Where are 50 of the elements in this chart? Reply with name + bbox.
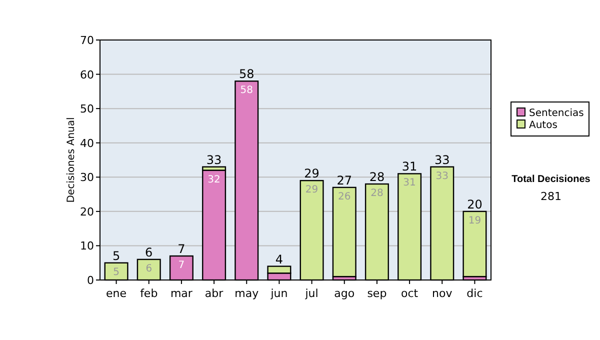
x-tick-label: dic (466, 287, 483, 300)
y-axis-title: Decisiones Anual (66, 117, 77, 203)
x-tick-label: ago (334, 287, 355, 300)
total-label: 5 (112, 248, 120, 263)
data-label: 19 (468, 215, 482, 226)
legend-label: Autos (529, 120, 558, 131)
y-tick-label: 60 (80, 68, 94, 82)
data-label: 31 (403, 178, 416, 189)
x-tick-label: jun (270, 287, 288, 300)
total-label: 6 (145, 245, 153, 260)
data-label: 29 (305, 184, 318, 196)
total-label: 29 (304, 166, 320, 181)
y-tick-label: 30 (80, 171, 94, 184)
data-label: 7 (178, 260, 185, 271)
x-tick-label: feb (140, 287, 158, 300)
x-tick-label: abr (204, 287, 224, 300)
x-tick-label: jul (304, 287, 318, 300)
total-label: 31 (402, 160, 418, 174)
data-label: 26 (338, 191, 351, 202)
total-label: 33 (206, 152, 222, 167)
total-label: 28 (369, 170, 385, 184)
x-tick-label: nov (432, 287, 453, 300)
text: 281 (540, 190, 562, 203)
text: Total Decisiones (512, 174, 591, 185)
total-label: 58 (238, 67, 254, 82)
x-tick-label: ene (106, 287, 127, 300)
y-tick-label: 70 (80, 34, 94, 47)
y-tick-label: 40 (80, 136, 94, 150)
total-label: 4 (275, 252, 284, 266)
data-label: 32 (208, 174, 220, 186)
y-tick-label: 50 (80, 102, 94, 116)
y-tick-label: 10 (80, 240, 94, 253)
bar (332, 186, 356, 278)
data-label: 28 (370, 188, 384, 199)
bar (462, 210, 487, 278)
total-label: 27 (336, 173, 352, 188)
y-tick-label: 0 (87, 274, 94, 287)
y-tick-label: 20 (80, 205, 94, 218)
total-label: 20 (467, 197, 482, 212)
x-tick-label: sep (367, 287, 387, 300)
x-tick-label: may (234, 287, 260, 300)
total-label: 7 (178, 242, 186, 256)
data-label: 58 (240, 85, 253, 96)
legend-label: Sentencias (529, 108, 584, 119)
data-label: 33 (436, 170, 448, 182)
x-tick-label: mar (170, 287, 193, 300)
x-tick-label: oct (400, 287, 419, 300)
total-label: 33 (434, 152, 450, 167)
data-label: 5 (113, 266, 120, 278)
data-label: 6 (146, 263, 152, 274)
